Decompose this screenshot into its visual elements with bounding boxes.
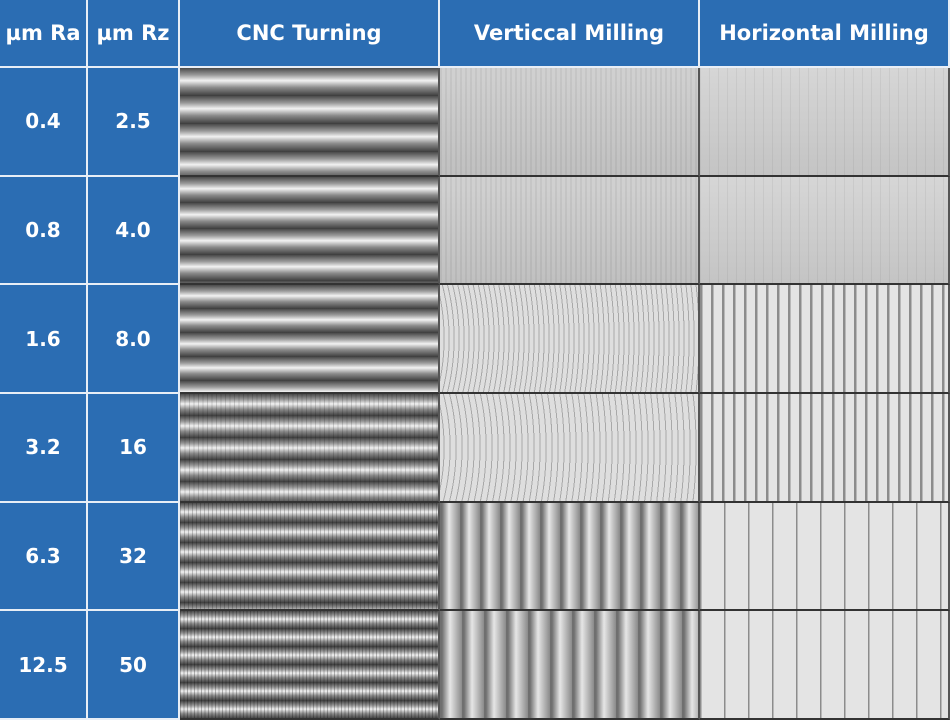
surface-sample [440,393,700,503]
surface-sample [700,393,950,503]
rz-value: 32 [88,502,180,612]
ra-value: 0.4 [0,68,88,177]
surface-sample [440,611,700,720]
ra-value: 6.3 [0,502,88,612]
surface-sample [180,285,440,394]
rz-value: 16 [88,393,180,503]
surface-sample [700,285,950,394]
surface-sample [180,611,440,720]
surface-sample [180,502,440,612]
column-header: Verticcal Milling [440,0,700,68]
rz-value: 2.5 [88,68,180,177]
column-header: CNC Turning [180,0,440,68]
ra-value: 1.6 [0,285,88,394]
surface-sample [440,68,700,177]
ra-value: 12.5 [0,611,88,720]
column-header: µm Ra [0,0,88,68]
surface-sample [700,176,950,286]
column-header: Horizontal Milling [700,0,950,68]
ra-value: 3.2 [0,393,88,503]
surface-sample [440,502,700,612]
surface-sample [440,285,700,394]
rz-value: 4.0 [88,176,180,286]
surface-sample [700,611,950,720]
surface-sample [180,68,440,177]
rz-value: 50 [88,611,180,720]
surface-sample [180,176,440,286]
surface-sample [700,502,950,612]
surface-sample [440,176,700,286]
ra-value: 0.8 [0,176,88,286]
column-header: µm Rz [88,0,180,68]
surface-sample [180,393,440,503]
surface-sample [700,68,950,177]
rz-value: 8.0 [88,285,180,394]
